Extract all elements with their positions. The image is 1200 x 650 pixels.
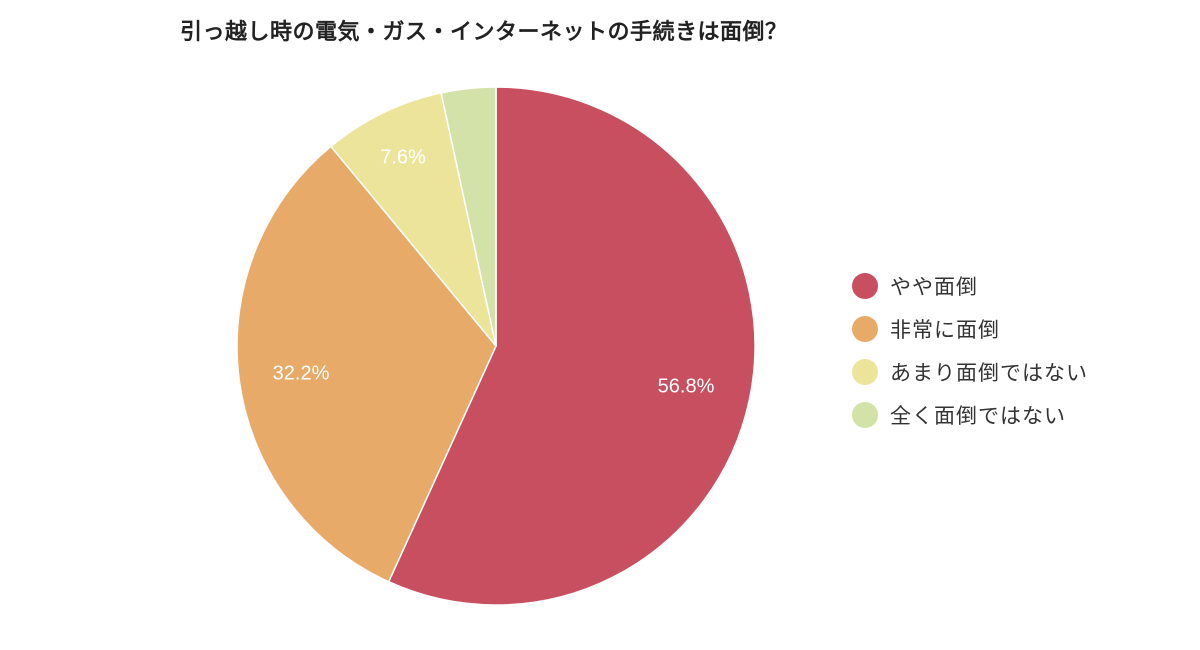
legend-label: 全く面倒ではない bbox=[890, 403, 1066, 428]
legend-item-3[interactable]: 全く面倒ではない bbox=[852, 393, 1088, 436]
legend-dot-icon bbox=[852, 401, 878, 428]
legend-item-2[interactable]: あまり面倒ではない bbox=[852, 350, 1088, 393]
chart-title: 引っ越し時の電気・ガス・インターネットの手続きは面倒？ bbox=[180, 20, 788, 45]
legend-item-0[interactable]: やや面倒 bbox=[852, 264, 1088, 307]
slice-label-0: 56.8% bbox=[657, 375, 715, 398]
legend-item-1[interactable]: 非常に面倒 bbox=[852, 307, 1088, 350]
legend-label: やや面倒 bbox=[890, 274, 978, 299]
slice-label-2: 7.6% bbox=[380, 146, 426, 169]
pie-slice-1[interactable] bbox=[236, 145, 497, 583]
legend-label: あまり面倒ではない bbox=[890, 360, 1088, 385]
legend: やや面倒 非常に面倒 あまり面倒ではない 全く面倒ではない bbox=[852, 264, 1088, 436]
pie-slice-3[interactable] bbox=[440, 86, 497, 347]
legend-dot-icon bbox=[852, 272, 878, 299]
slice-label-1: 32.2% bbox=[272, 362, 330, 385]
legend-dot-icon bbox=[852, 315, 878, 342]
pie-slice-0[interactable] bbox=[387, 86, 756, 606]
legend-dot-icon bbox=[852, 358, 878, 385]
legend-label: 非常に面倒 bbox=[890, 317, 1000, 342]
